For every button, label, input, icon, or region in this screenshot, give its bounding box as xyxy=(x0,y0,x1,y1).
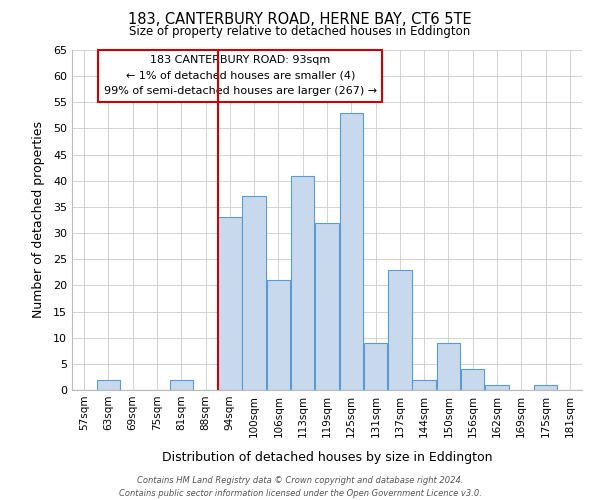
Bar xyxy=(218,218,242,390)
Text: 183, CANTERBURY ROAD, HERNE BAY, CT6 5TE: 183, CANTERBURY ROAD, HERNE BAY, CT6 5TE xyxy=(128,12,472,28)
Bar xyxy=(412,380,436,390)
Y-axis label: Number of detached properties: Number of detached properties xyxy=(32,122,44,318)
Bar xyxy=(485,385,509,390)
X-axis label: Distribution of detached houses by size in Eddington: Distribution of detached houses by size … xyxy=(162,451,492,464)
Text: Contains HM Land Registry data © Crown copyright and database right 2024.
Contai: Contains HM Land Registry data © Crown c… xyxy=(119,476,481,498)
Bar xyxy=(388,270,412,390)
Bar xyxy=(266,280,290,390)
Bar xyxy=(291,176,314,390)
Bar xyxy=(461,369,484,390)
Bar xyxy=(437,343,460,390)
Bar xyxy=(97,380,120,390)
Text: 183 CANTERBURY ROAD: 93sqm
← 1% of detached houses are smaller (4)
99% of semi-d: 183 CANTERBURY ROAD: 93sqm ← 1% of detac… xyxy=(104,55,377,96)
Bar xyxy=(315,222,339,390)
Bar xyxy=(242,196,266,390)
Bar xyxy=(534,385,557,390)
Bar xyxy=(364,343,388,390)
Bar xyxy=(170,380,193,390)
Text: Size of property relative to detached houses in Eddington: Size of property relative to detached ho… xyxy=(130,25,470,38)
Bar xyxy=(340,113,363,390)
